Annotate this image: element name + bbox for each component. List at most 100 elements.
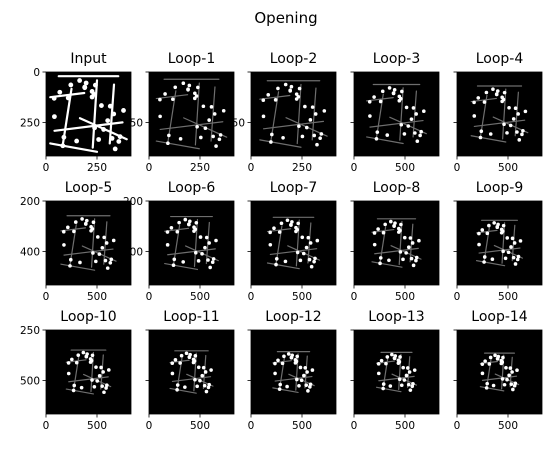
panel-title: Loop-4 xyxy=(476,51,524,67)
image-dot xyxy=(408,236,413,240)
image-stroke xyxy=(155,94,189,100)
image-dot xyxy=(404,373,409,378)
image-dot xyxy=(375,130,380,134)
image-stroke xyxy=(366,97,394,102)
panel-title: Loop-9 xyxy=(476,180,524,196)
image-dot xyxy=(402,132,407,136)
image-dot xyxy=(499,358,504,363)
image-dot xyxy=(60,143,66,149)
image-dot xyxy=(491,383,496,388)
axes-frame xyxy=(250,329,337,415)
image-dot xyxy=(411,381,415,386)
image-dot xyxy=(308,382,313,387)
image-dot xyxy=(368,114,372,118)
image-dot xyxy=(84,354,89,359)
image-dot xyxy=(158,97,162,102)
image-dot xyxy=(411,106,416,110)
image-dot xyxy=(192,96,197,101)
panel-title: Loop-8 xyxy=(373,180,421,196)
image-dot xyxy=(101,370,105,374)
image-dot xyxy=(406,245,411,250)
image-stroke xyxy=(272,387,299,394)
panel-image xyxy=(354,330,439,414)
panel-loop-4: Loop-4 0 500 xyxy=(453,51,543,174)
image-dot xyxy=(504,365,508,370)
axes-frame xyxy=(353,329,440,415)
image-dot xyxy=(479,129,484,133)
image-dot xyxy=(61,134,67,140)
panel-loop-3: Loop-3 0 500 xyxy=(350,51,440,174)
axes-frame xyxy=(250,200,337,286)
image-dot xyxy=(384,361,388,366)
axes-frame xyxy=(148,329,235,415)
panel-loop-10: Loop-10 0 500 250 500 xyxy=(20,309,132,432)
image-dot xyxy=(309,264,314,269)
image-dot xyxy=(103,258,108,263)
image-dot xyxy=(77,78,83,83)
y-tick-label: 250 xyxy=(20,117,40,129)
image-dot xyxy=(295,354,300,359)
image-dot xyxy=(84,218,89,223)
image-dot xyxy=(480,228,485,232)
image-dot xyxy=(472,114,477,118)
image-dot xyxy=(511,255,516,260)
panel-loop-6: Loop-6 0 500 200 400 xyxy=(123,180,235,303)
image-dot xyxy=(89,89,95,94)
image-dot xyxy=(402,378,407,382)
image-dot xyxy=(195,384,199,389)
image-dot xyxy=(508,123,513,128)
panel-title: Loop-2 xyxy=(270,51,318,67)
image-dot xyxy=(85,352,89,356)
image-dot xyxy=(374,136,379,141)
x-tick-label: 500 xyxy=(395,162,415,174)
y-tick-label: 250 xyxy=(20,325,40,337)
image-dot xyxy=(68,264,72,268)
image-dot xyxy=(280,361,285,366)
image-dot xyxy=(488,355,493,360)
panel-image xyxy=(457,72,542,156)
image-dot xyxy=(278,382,283,387)
image-dot xyxy=(208,265,212,270)
image-dot xyxy=(268,242,273,247)
y-tick-label: 250 xyxy=(225,117,245,129)
x-tick-label: 250 xyxy=(190,162,210,174)
axes-frame xyxy=(45,329,132,415)
panel-image xyxy=(149,201,234,285)
image-dot xyxy=(289,223,293,227)
image-dot xyxy=(387,86,392,90)
image-dot xyxy=(105,266,110,270)
image-dot xyxy=(507,373,511,378)
image-dot xyxy=(204,389,209,394)
image-dot xyxy=(400,89,404,94)
image-dot xyxy=(196,85,200,90)
image-dot xyxy=(414,112,418,116)
image-dot xyxy=(191,357,196,362)
image-dot xyxy=(313,112,318,116)
x-tick-label: 0 xyxy=(454,291,461,303)
image-dot xyxy=(203,245,207,250)
x-tick-label: 0 xyxy=(146,291,153,303)
image-dot xyxy=(175,229,180,234)
image-dot xyxy=(304,125,309,130)
x-tick-label: 0 xyxy=(248,162,255,174)
image-dot xyxy=(300,235,305,240)
axes-frame xyxy=(353,71,440,157)
image-dot xyxy=(187,355,192,360)
image-dot xyxy=(117,134,123,140)
image-dot xyxy=(183,385,187,389)
image-dot xyxy=(73,220,78,224)
image-dot xyxy=(206,258,210,262)
image-stroke xyxy=(475,260,506,267)
image-dot xyxy=(396,230,401,234)
panel-image xyxy=(46,330,131,414)
image-dot xyxy=(502,90,507,95)
image-dot xyxy=(399,222,403,227)
image-dot xyxy=(391,91,396,96)
panel-loop-7: Loop-7 0 500 xyxy=(247,180,337,303)
image-dot xyxy=(274,262,278,267)
image-dot xyxy=(477,242,481,247)
image-dot xyxy=(516,112,520,116)
image-dot xyxy=(200,251,204,256)
image-dot xyxy=(413,131,417,135)
